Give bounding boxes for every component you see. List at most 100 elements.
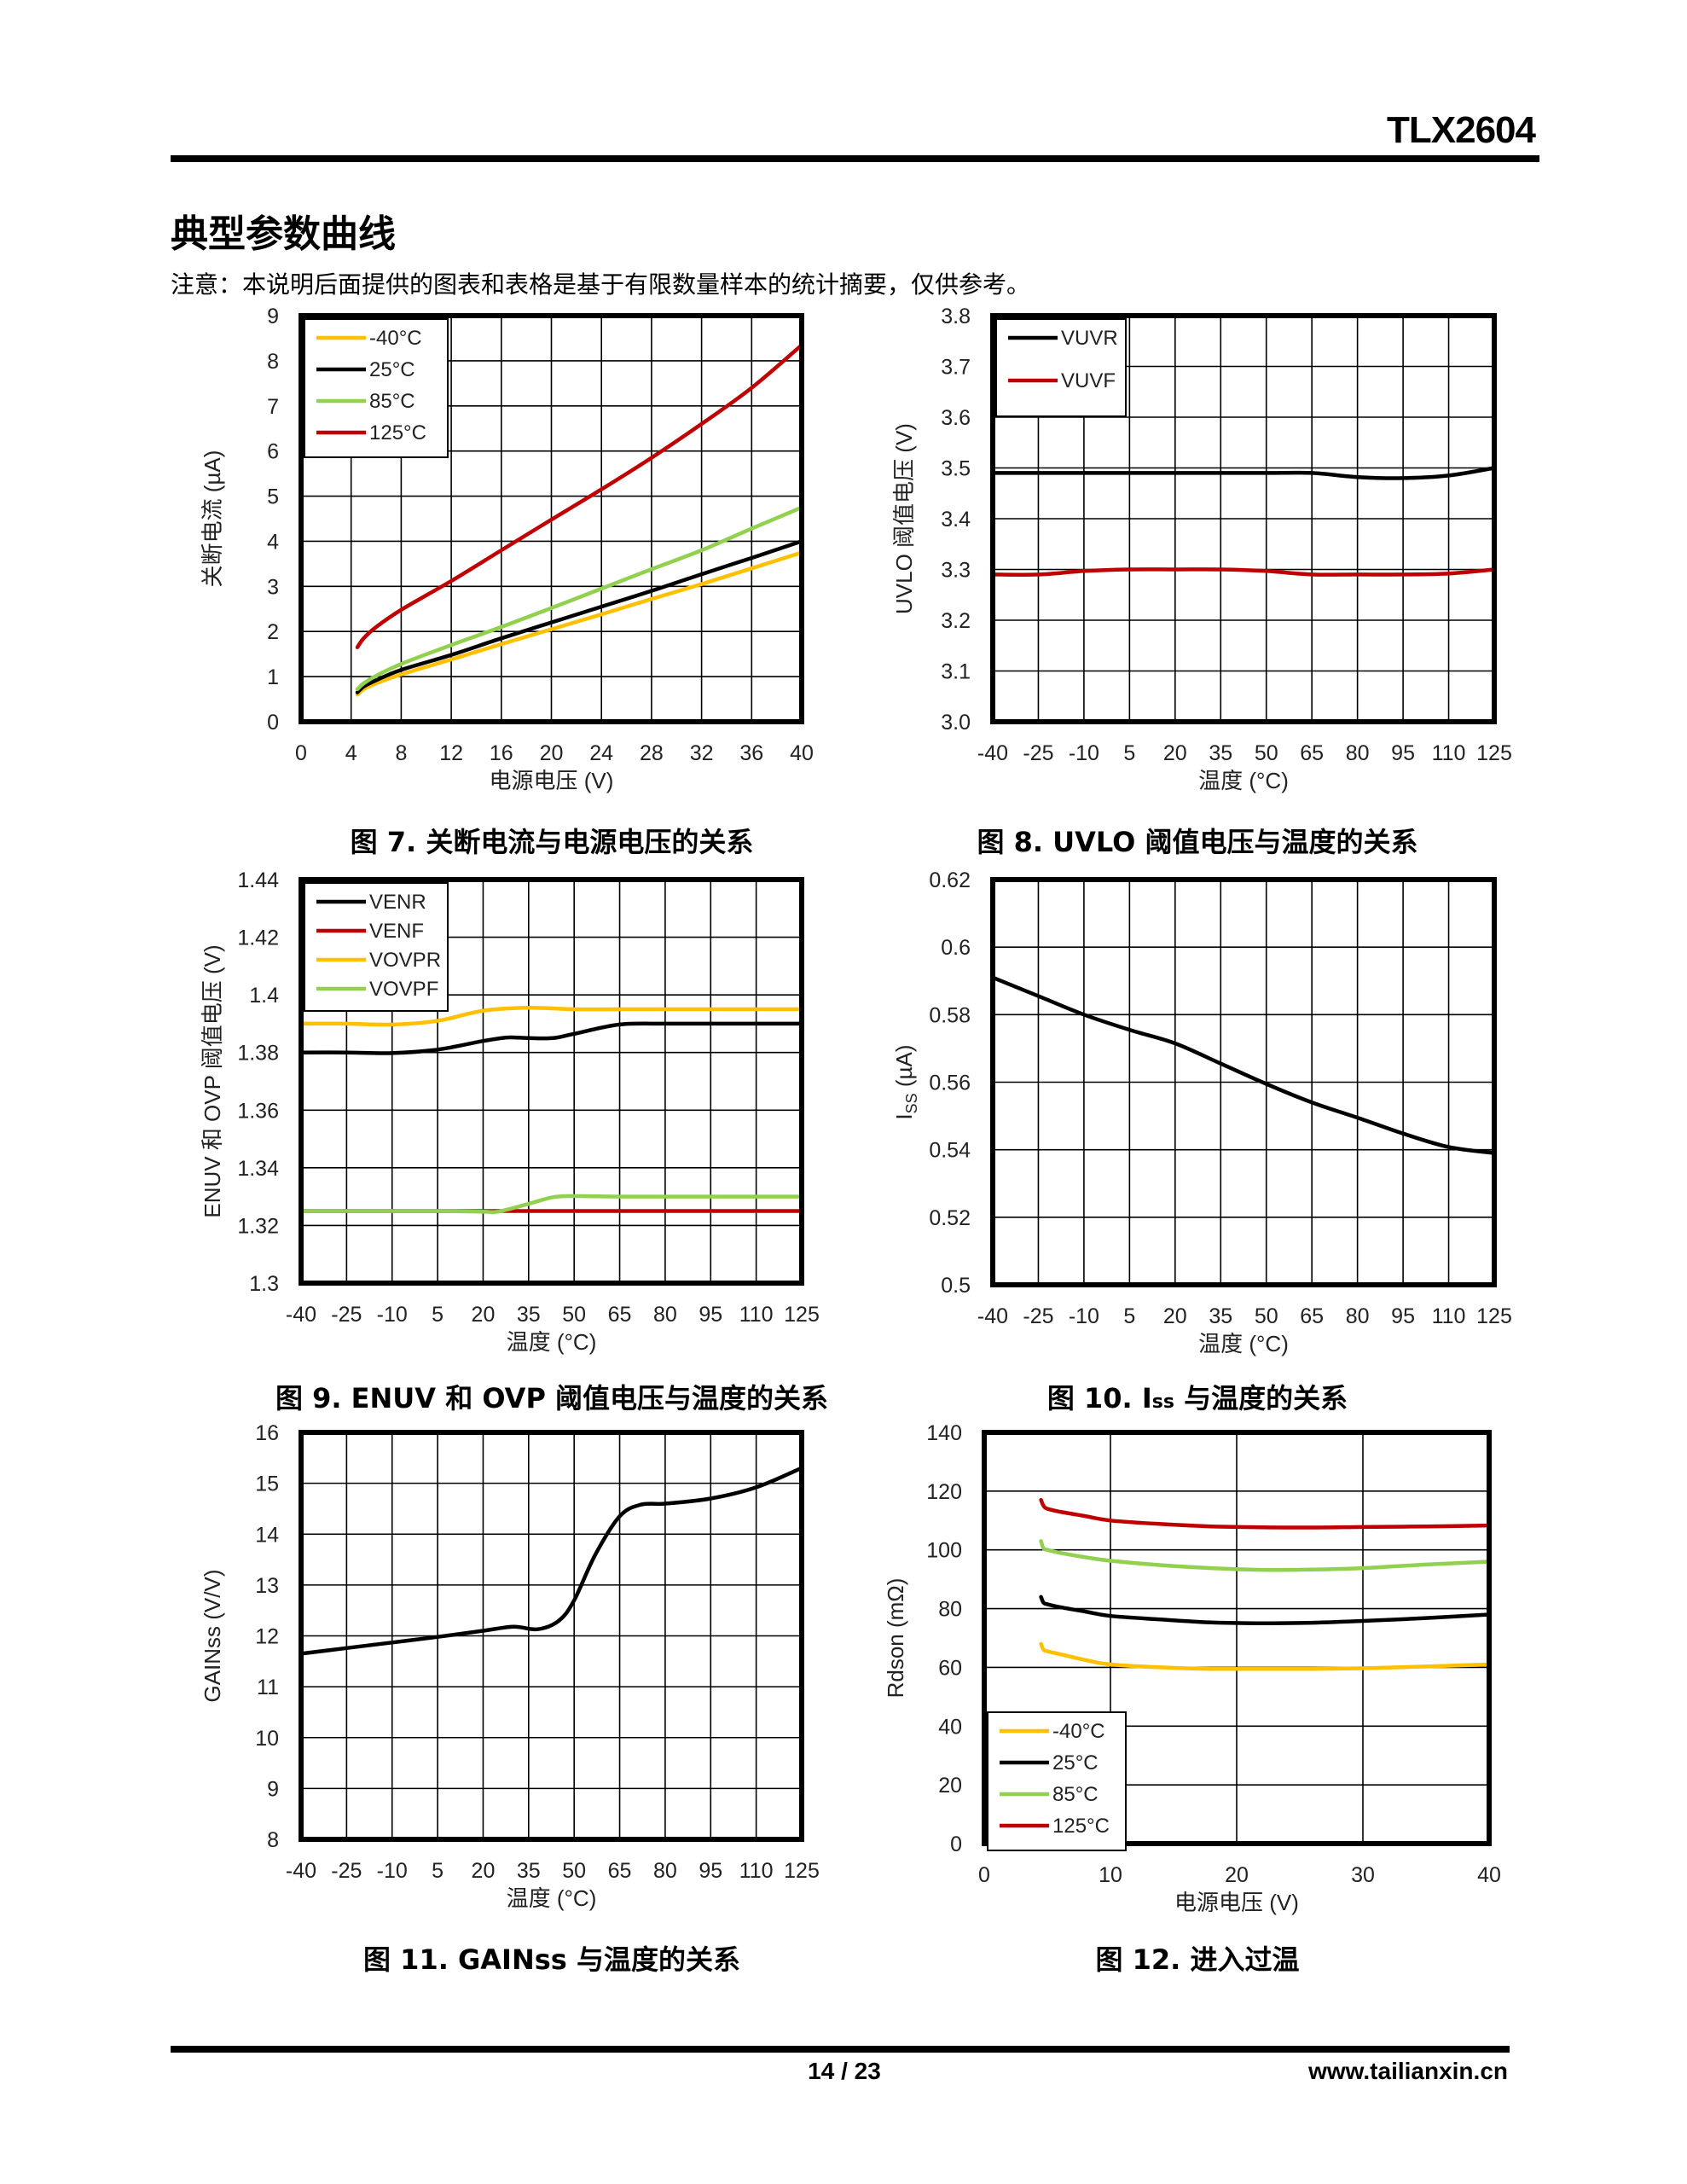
legend-label: -40°C: [369, 327, 422, 350]
y-tick-label: 0: [950, 1833, 962, 1856]
x-tick-label: 110: [1432, 1304, 1466, 1328]
x-tick-label: 30: [1351, 1863, 1375, 1887]
series-line-125C: [1039, 1497, 1492, 1530]
plot-frame: [299, 1430, 804, 1842]
legend-label: VUVR: [1061, 327, 1118, 350]
x-tick-label: 24: [589, 741, 613, 765]
legend-box: [995, 318, 1127, 417]
document-id: TLX2604: [1387, 109, 1536, 151]
header-rule: [171, 155, 1539, 162]
x-tick-label: 110: [739, 1859, 774, 1883]
legend: VUVR VUVF: [995, 318, 1127, 417]
x-tick-label: 35: [517, 1859, 541, 1883]
y-tick-label: 0.62: [929, 868, 971, 892]
x-axis-label: 温度 (°C): [507, 1329, 597, 1355]
y-tick-label: 7: [267, 395, 279, 419]
legend-label: 85°C: [1052, 1783, 1099, 1806]
legend-label: 25°C: [369, 358, 415, 381]
series-line-85C: [1039, 1539, 1492, 1572]
caption-fig7: 图 7. 关断电流与电源电压的关系: [350, 826, 754, 858]
caption-fig10: 图 10. Iss 与温度的关系: [856, 1377, 1539, 1416]
x-axis-label: 温度 (°C): [1198, 768, 1289, 793]
x-tick-label: -25: [1023, 1304, 1053, 1328]
y-tick-label: 120: [926, 1480, 962, 1504]
y-tick-label: 8: [267, 350, 279, 374]
x-tick-label: 50: [562, 1303, 586, 1327]
plot-frame: [990, 877, 1497, 1287]
y-tick-label: 1.34: [237, 1157, 279, 1181]
x-tick-label: 4: [345, 741, 357, 765]
x-tick-label: 40: [790, 741, 814, 765]
caption-subscript: ss: [1151, 1391, 1174, 1413]
y-tick-label: 0.56: [929, 1072, 971, 1095]
series-line-VOVPF: [299, 1194, 804, 1215]
y-axis-label: 关断电流 (µA): [200, 450, 225, 588]
x-tick-label: 95: [1391, 741, 1415, 765]
y-tick-label: 16: [255, 1421, 279, 1445]
y-tick-label: 6: [267, 440, 279, 464]
x-tick-label: -25: [1023, 741, 1053, 765]
x-tick-label: 20: [1225, 1863, 1249, 1887]
x-tick-label: 110: [739, 1303, 774, 1327]
x-axis-label: 温度 (°C): [1198, 1331, 1289, 1356]
x-tick-label: 0: [295, 741, 307, 765]
y-tick-label: 1.4: [249, 984, 279, 1008]
x-tick-label: 20: [540, 741, 564, 765]
y-axis-label: ISS (µA): [891, 1044, 920, 1119]
y-axis-label: GAINss (V/V): [200, 1569, 225, 1702]
y-tick-label: 0.6: [941, 936, 971, 960]
series-line-125C: [355, 343, 804, 649]
y-tick-label: 1.3: [249, 1272, 279, 1296]
x-tick-label: 5: [1123, 741, 1135, 765]
chart-fig9: -40 -25 -10 5 20 35 50 65 80 95 110 125 1.3 1.32 1.34 1…: [200, 868, 820, 1355]
chart-fig12: 0 10 20 30 40 0 20 40 60 80 100 120 140 电源电压 (V) Rdson…: [883, 1421, 1501, 1915]
x-tick-label: -10: [1069, 741, 1099, 765]
y-tick-label: 9: [267, 1777, 279, 1801]
x-axis-label: 电源电压 (V): [490, 768, 614, 793]
x-tick-label: 125: [1476, 741, 1512, 765]
y-tick-label: 140: [926, 1421, 962, 1445]
series-line-VUVR: [990, 466, 1497, 480]
y-tick-label: 3.1: [941, 660, 971, 684]
y-tick-label: 0.5: [941, 1274, 971, 1298]
disclaimer-note: 注意：本说明后面提供的图表和表格是基于有限数量样本的统计摘要，仅供参考。: [171, 270, 1031, 299]
legend-label: 125°C: [1052, 1815, 1110, 1838]
x-tick-label: 16: [490, 741, 513, 765]
y-tick-label: 40: [938, 1715, 962, 1739]
x-tick-label: 50: [562, 1859, 586, 1883]
section-title: 典型参数曲线: [171, 212, 396, 256]
legend-label: 85°C: [369, 390, 415, 413]
x-tick-label: -10: [377, 1303, 408, 1327]
y-axis-label: UVLO 阈值电压 (V): [891, 423, 917, 614]
y-tick-label: 9: [267, 305, 279, 328]
x-tick-label: -40: [286, 1859, 316, 1883]
x-tick-label: 80: [653, 1303, 677, 1327]
x-tick-label: 50: [1255, 1304, 1278, 1328]
website-link[interactable]: www.tailianxin.cn: [1308, 2058, 1508, 2084]
y-tick-label: 1: [267, 665, 279, 689]
series-line-VUVF: [990, 567, 1497, 577]
x-tick-label: 95: [1391, 1304, 1415, 1328]
y-tick-label: 1.38: [237, 1042, 279, 1066]
y-tick-label: 20: [938, 1774, 962, 1798]
y-tick-label: 10: [255, 1727, 279, 1751]
legend-label: 25°C: [1052, 1751, 1099, 1774]
x-tick-label: 8: [395, 741, 407, 765]
caption-fig12: 图 12. 进入过温: [1095, 1943, 1300, 1976]
y-axis-label: ENUV 和 OVP 阈值电压 (V): [200, 944, 225, 1217]
x-axis-label: 电源电压 (V): [1174, 1890, 1299, 1915]
series-line-25C: [1039, 1594, 1492, 1626]
x-tick-label: 32: [690, 741, 714, 765]
y-tick-label: 1.44: [237, 868, 279, 892]
legend: -40°C 25°C 85°C 125°C: [304, 318, 449, 458]
x-tick-label: 20: [1163, 1304, 1187, 1328]
y-tick-label: 5: [267, 485, 279, 509]
legend: VENR VENF VOVPR VOVPF: [304, 882, 449, 1012]
x-tick-label: 95: [699, 1859, 722, 1883]
x-tick-label: -40: [977, 741, 1008, 765]
y-tick-label: 13: [255, 1574, 279, 1598]
legend-label: VOVPR: [369, 949, 441, 972]
y-tick-label: 3.0: [941, 711, 971, 735]
x-tick-label: -10: [377, 1859, 408, 1883]
y-tick-label: 3.3: [941, 559, 971, 583]
